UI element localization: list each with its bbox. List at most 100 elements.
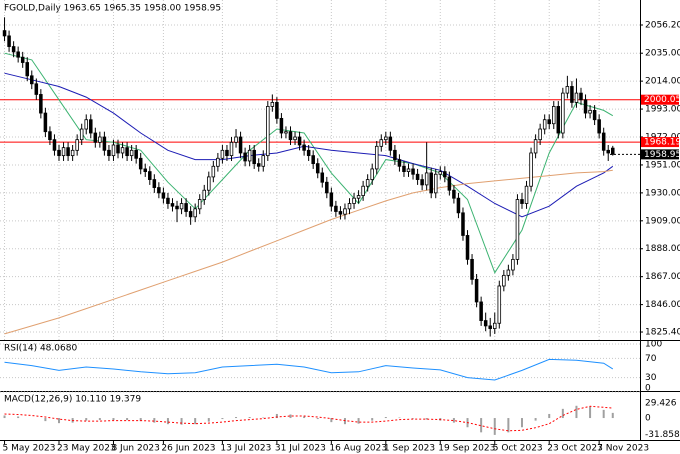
macd-bar bbox=[602, 409, 605, 419]
candle-body bbox=[84, 119, 89, 130]
candle-body bbox=[202, 189, 207, 200]
macd-bar bbox=[561, 408, 564, 419]
candle-body bbox=[102, 136, 107, 151]
candle-body bbox=[361, 185, 365, 196]
x-tick-label: 23 May 2023 bbox=[57, 444, 116, 454]
candle-body bbox=[515, 199, 520, 260]
candle-body bbox=[306, 149, 311, 157]
candle-body bbox=[288, 131, 293, 141]
candle-body bbox=[75, 139, 79, 151]
macd-bar bbox=[248, 417, 251, 419]
candle-body bbox=[497, 285, 502, 324]
candle-body bbox=[561, 92, 565, 134]
x-tick-label: 26 Jun 2023 bbox=[161, 444, 215, 454]
candle-body bbox=[11, 46, 16, 53]
x-tick-label: 5 May 2023 bbox=[3, 444, 56, 454]
candle-body bbox=[429, 172, 433, 194]
candle-body bbox=[166, 197, 170, 204]
candle-body bbox=[107, 149, 111, 157]
macd-bar bbox=[520, 418, 523, 428]
rsi-line bbox=[4, 358, 614, 381]
candle-body bbox=[256, 163, 261, 167]
x-tick-label: 5 Oct 2023 bbox=[493, 444, 543, 454]
macd-bar bbox=[611, 412, 614, 419]
candle-body bbox=[406, 168, 411, 172]
candle-body bbox=[247, 149, 252, 162]
macd-bar bbox=[303, 416, 306, 419]
macd-bar bbox=[371, 418, 374, 421]
candle-body bbox=[143, 168, 148, 172]
macd-bar bbox=[343, 418, 346, 425]
candle-body bbox=[574, 92, 579, 103]
candle-body bbox=[547, 119, 551, 125]
moving-average bbox=[4, 72, 614, 218]
macd-bar bbox=[85, 418, 88, 421]
candle-body bbox=[89, 119, 93, 134]
candle-body bbox=[66, 147, 70, 157]
candle-body bbox=[556, 106, 561, 134]
candle-body bbox=[188, 211, 193, 218]
macd-bar bbox=[112, 418, 115, 421]
last-price-tag bbox=[641, 149, 679, 160]
candle-body bbox=[379, 139, 384, 147]
macd-bar bbox=[275, 413, 278, 419]
candle-body bbox=[184, 203, 188, 212]
candle-body bbox=[270, 102, 275, 107]
candle-body bbox=[52, 139, 57, 151]
candle-body bbox=[533, 139, 538, 154]
candle-body bbox=[243, 152, 247, 162]
candle-body bbox=[452, 189, 456, 199]
candle-body bbox=[438, 171, 443, 175]
x-tick-label: 1 Sep 2023 bbox=[384, 444, 435, 454]
candle-body bbox=[592, 110, 597, 121]
macd-bar bbox=[480, 418, 483, 433]
candle-body bbox=[111, 144, 116, 157]
macd-bar bbox=[235, 417, 238, 419]
macd-bar bbox=[412, 418, 415, 419]
candle-body bbox=[220, 149, 225, 159]
x-tick-label: 13 Jul 2023 bbox=[220, 444, 271, 454]
macd-bar bbox=[507, 418, 510, 433]
candle-body bbox=[234, 136, 238, 143]
candle-body bbox=[506, 269, 511, 276]
y-tick-label: 2035.00 bbox=[645, 49, 680, 59]
candle-body bbox=[411, 168, 415, 175]
x-tick-label: 7 Nov 2023 bbox=[597, 444, 649, 454]
candle-body bbox=[161, 192, 166, 199]
candle-body bbox=[502, 274, 506, 287]
candle-body bbox=[447, 176, 452, 191]
x-tick-label: 31 Jul 2023 bbox=[275, 444, 326, 454]
candle-body bbox=[293, 136, 297, 141]
macd-bar bbox=[425, 418, 428, 420]
y-tick-label: 1909.00 bbox=[645, 216, 680, 226]
macd-bar bbox=[330, 418, 333, 423]
candle-body bbox=[57, 149, 61, 157]
candle-body bbox=[347, 203, 352, 210]
candle-body bbox=[492, 322, 497, 329]
y-tick-label: 2056.20 bbox=[645, 21, 680, 31]
candle-body bbox=[583, 99, 588, 114]
candle-body bbox=[338, 211, 343, 215]
macd-bar bbox=[44, 418, 47, 422]
macd-bar bbox=[126, 418, 129, 421]
candle-body bbox=[216, 157, 220, 167]
moving-average bbox=[4, 169, 613, 335]
candle-body bbox=[320, 172, 325, 183]
candle-body bbox=[424, 172, 429, 186]
macd-bar bbox=[221, 418, 224, 420]
candle-body bbox=[25, 62, 29, 77]
candle-body bbox=[611, 147, 615, 155]
candle-body bbox=[39, 94, 43, 114]
candle-body bbox=[601, 132, 606, 151]
candle-body bbox=[433, 173, 438, 194]
candle-body bbox=[207, 176, 211, 191]
candle-body bbox=[456, 197, 461, 214]
candle-body bbox=[175, 205, 179, 210]
y-tick-label: 1846.00 bbox=[645, 300, 680, 310]
candle-body bbox=[352, 197, 356, 204]
candle-body bbox=[134, 149, 138, 159]
candle-body bbox=[588, 110, 592, 114]
candle-body bbox=[61, 147, 66, 157]
candle-body bbox=[170, 203, 175, 207]
candle-body bbox=[529, 152, 533, 187]
